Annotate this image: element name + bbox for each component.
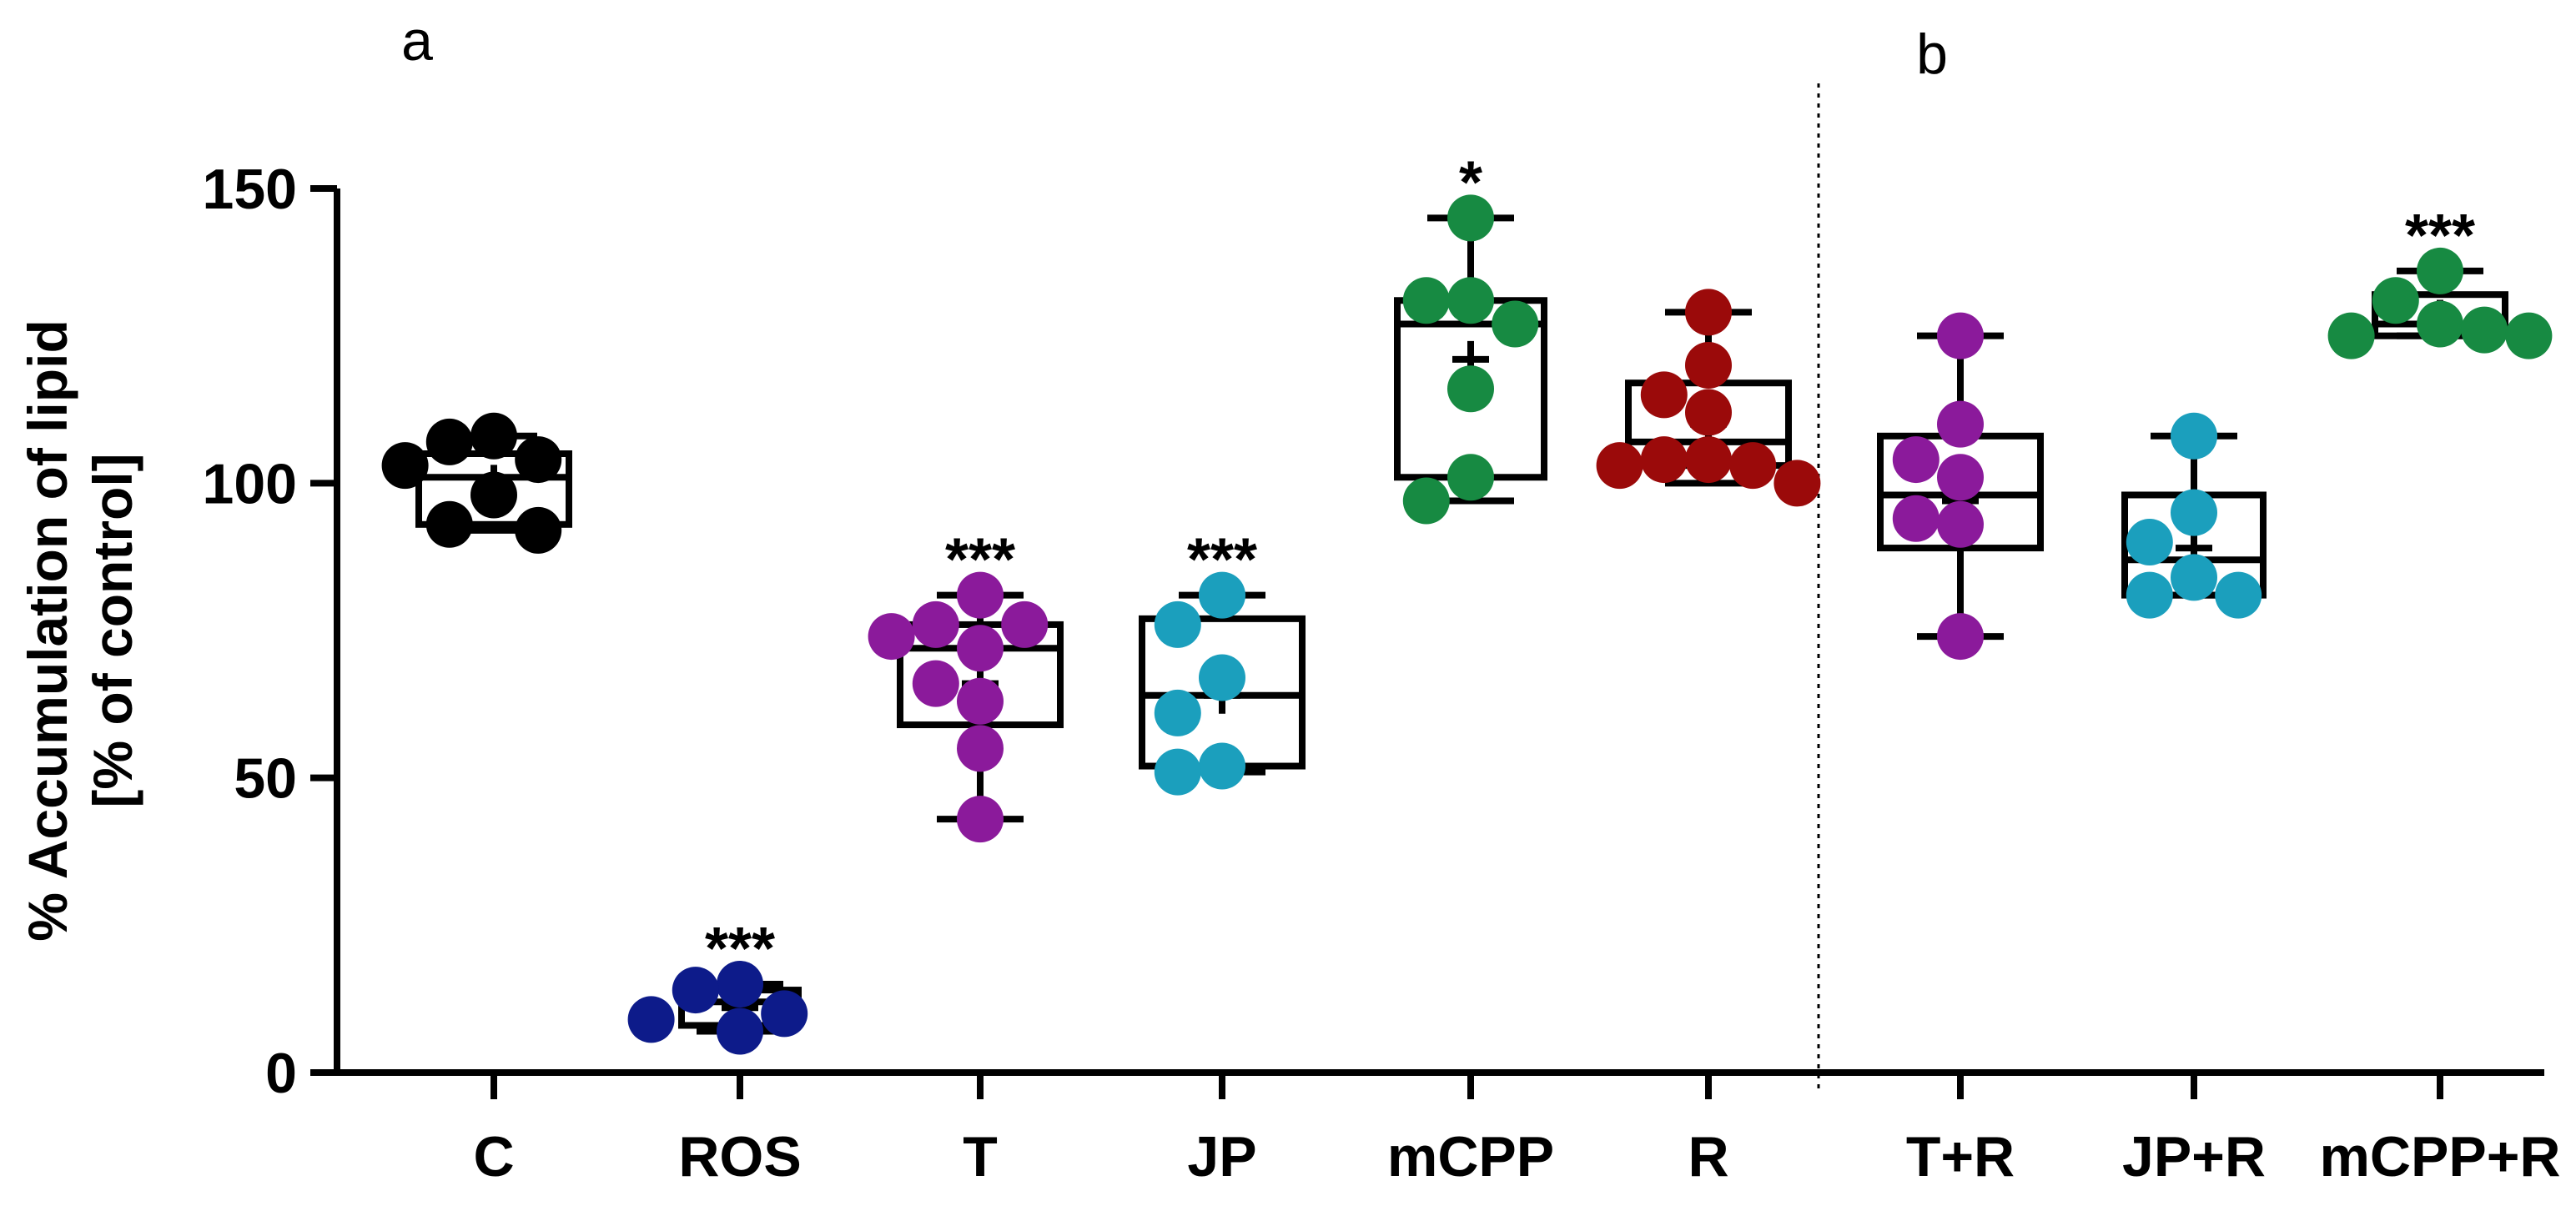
data-point-C [515, 436, 562, 484]
y-ticks: 0 50 100 150 [203, 158, 337, 1105]
y-tick-label-50: 50 [234, 747, 297, 811]
data-point-JP+R [2215, 571, 2262, 619]
data-point-C [381, 442, 429, 490]
data-point-JP [1154, 748, 1201, 796]
data-point-mCPP+R [2461, 306, 2508, 354]
data-point-C [425, 500, 473, 548]
data-point-R [1596, 442, 1643, 490]
significance-label-JP: *** [1187, 527, 1257, 594]
significance-label-ROS: *** [705, 916, 775, 982]
data-point-R [1640, 436, 1688, 484]
data-point-R [1685, 289, 1732, 336]
data-point-JP+R [2171, 489, 2217, 536]
x-tick-label: T [963, 1125, 998, 1188]
axes [334, 83, 2544, 1093]
data-point-ROS [627, 996, 675, 1043]
data-point-mCPP+R [2417, 247, 2463, 294]
data-point-T+R [1892, 495, 1940, 542]
data-point-T [868, 613, 915, 661]
data-point-R [1640, 371, 1688, 419]
data-point-mCPP [1447, 194, 1494, 242]
data-points [381, 194, 2553, 1055]
y-tick-label-0: 0 [265, 1042, 297, 1105]
data-point-T [912, 600, 959, 648]
data-point-T [957, 625, 1004, 672]
data-point-JP+R [2126, 519, 2173, 565]
data-point-C [425, 418, 473, 465]
data-point-ROS [717, 1008, 763, 1055]
y-tick-label-150: 150 [203, 158, 297, 221]
y-tick-label-100: 100 [203, 452, 297, 515]
data-point-T+R [1937, 454, 1984, 501]
data-point-ROS [761, 990, 808, 1038]
x-tick-label: T+R [1906, 1125, 2015, 1188]
data-point-JP [1199, 742, 1245, 790]
data-point-C [515, 506, 562, 554]
data-point-mCPP [1402, 477, 1450, 525]
data-point-T+R [1937, 500, 1984, 548]
significance-label-mCPP: * [1459, 149, 1482, 216]
boxes [415, 214, 2508, 1035]
x-tick-label: mCPP [1387, 1125, 1554, 1188]
data-point-R [1729, 442, 1777, 490]
data-point-JP+R [2171, 554, 2217, 601]
data-point-mCPP+R [2372, 277, 2419, 324]
data-point-mCPP [1492, 300, 1539, 348]
y-axis-label-line1: % Accumulation of lipid [17, 319, 78, 942]
data-point-mCPP [1447, 365, 1494, 413]
data-point-JP+R [2126, 571, 2173, 619]
data-point-JP [1154, 689, 1201, 736]
data-point-mCPP [1447, 277, 1494, 324]
x-tick-label: mCPP+R [2319, 1125, 2560, 1188]
data-point-T+R [1937, 400, 1984, 448]
data-point-T+R [1892, 436, 1940, 484]
data-point-R [1774, 460, 1821, 507]
x-tick-label: C [473, 1125, 514, 1188]
data-point-T [957, 571, 1004, 619]
data-point-T [1001, 600, 1049, 648]
x-tick-label: ROS [678, 1125, 801, 1188]
x-tick-label: R [1688, 1125, 1728, 1188]
panel-label-a: a [401, 9, 433, 73]
data-point-T [957, 796, 1004, 843]
data-point-ROS [717, 961, 763, 1008]
data-point-mCPP+R [2505, 312, 2553, 359]
box-body [897, 621, 1064, 729]
data-point-ROS [672, 967, 719, 1014]
data-point-R [1685, 342, 1732, 389]
x-ticks: C ROS T JP mCPP R T+R JP+R mCPP+R [473, 1073, 2561, 1188]
data-point-JP [1199, 654, 1245, 701]
data-point-mCPP [1447, 454, 1494, 501]
x-tick-label: JP [1187, 1125, 1256, 1188]
data-point-R [1685, 389, 1732, 436]
data-point-T+R [1937, 312, 1984, 359]
y-axis-label-line2: [% of control] [82, 453, 143, 807]
data-point-mCPP+R [2327, 312, 2375, 359]
data-point-mCPP [1402, 277, 1450, 324]
data-point-C [470, 471, 517, 519]
data-point-JP [1199, 571, 1245, 619]
x-tick-label: JP+R [2122, 1125, 2266, 1188]
data-point-JP [1154, 600, 1201, 648]
significance-label-T: *** [945, 527, 1015, 594]
y-axis-label: % Accumulation of lipid [% of control] [17, 319, 143, 942]
data-point-T+R [1937, 613, 1984, 661]
data-point-C [470, 412, 517, 460]
data-point-T [957, 725, 1004, 772]
data-point-mCPP+R [2417, 300, 2463, 348]
data-point-T [957, 677, 1004, 725]
data-point-T [912, 660, 959, 707]
data-point-JP+R [2171, 412, 2217, 460]
significance-marks: ****** ******* [705, 149, 2475, 982]
data-point-R [1685, 436, 1732, 484]
significance-label-mCPP+R: *** [2405, 203, 2475, 269]
panel-label-b: b [1916, 23, 1948, 86]
